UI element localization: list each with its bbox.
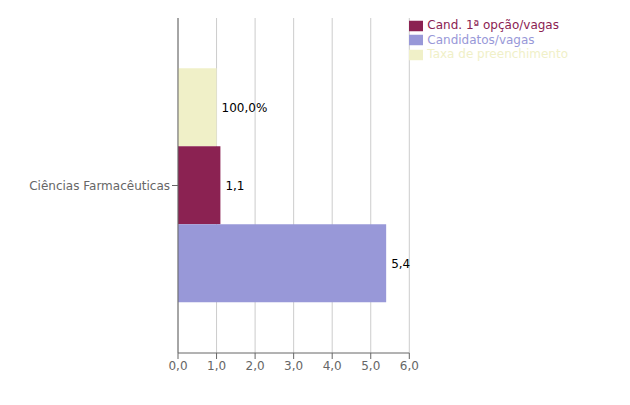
svg-text:5,0: 5,0 (361, 359, 380, 373)
svg-text:6,0: 6,0 (400, 359, 419, 373)
html-text:Cand. 1ª opção/vagas: Cand. 1ª opção/vagas (427, 18, 559, 32)
svg-text:5,4: 5,4 (391, 257, 410, 271)
svg-text:1,1: 1,1 (225, 179, 244, 193)
svg-text:Ciências Farmacêuticas: Ciências Farmacêuticas (29, 179, 170, 193)
svg-text:1,0: 1,0 (207, 359, 226, 373)
svg-text:4,0: 4,0 (323, 359, 342, 373)
svg-text:3,0: 3,0 (284, 359, 303, 373)
html-text:Taxa de preenchimento: Taxa de preenchimento (427, 47, 568, 61)
html-text:Candidatos/vagas: Candidatos/vagas (427, 32, 535, 47)
svg-text:2,0: 2,0 (246, 359, 265, 373)
svg-text:0,0: 0,0 (168, 359, 187, 373)
svg-text:100,0%: 100,0% (222, 101, 268, 115)
